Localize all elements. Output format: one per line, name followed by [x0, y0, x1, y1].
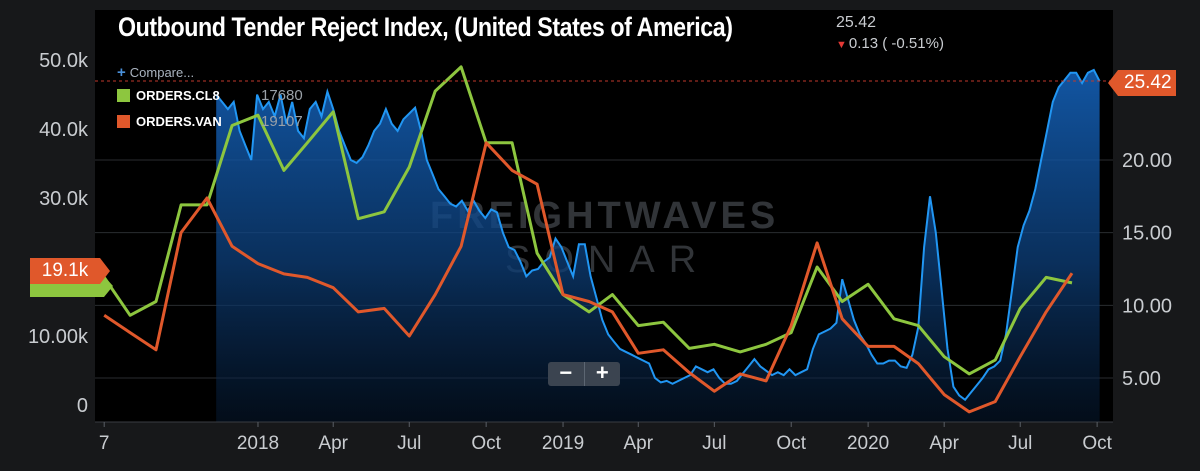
- zoom-separator: [583, 362, 585, 386]
- orders-van-line: [103, 141, 1074, 414]
- orders-cl8-line: [102, 65, 1073, 376]
- x-tick-label: Oct: [471, 433, 501, 454]
- tender-reject-area-fill: [216, 69, 1100, 423]
- x-tick-label: 2020: [847, 433, 889, 454]
- tender-reject-area: [215, 68, 1101, 423]
- plus-icon: +: [117, 64, 126, 81]
- change-readout: ▼ 0.13 ( -0.51%): [836, 35, 944, 52]
- zoom-in-button[interactable]: +: [595, 360, 609, 385]
- x-tick-label: Oct: [776, 433, 806, 454]
- change-text: 0.13 ( -0.51%): [848, 35, 944, 52]
- x-tick-label: Jul: [702, 433, 726, 454]
- zoom-controls: − +: [548, 362, 620, 386]
- triangle-down-icon: ▼: [836, 39, 847, 51]
- left-tick-label: 40.0k: [39, 119, 89, 141]
- right-tick-label: 20.00: [1122, 150, 1172, 172]
- x-axis-ticks: 7 2018 Apr Jul Oct 2019 Apr Jul Oct 2020 Apr Jul Oct: [95, 421, 1113, 454]
- x-tick-label: Jul: [397, 433, 421, 454]
- x-tick-label: 2019: [542, 433, 584, 454]
- left-value-tag: 19.1k: [30, 258, 110, 284]
- legend-item-van[interactable]: ORDERS.VAN 19107: [117, 111, 303, 132]
- x-tick-label: Jul: [1008, 433, 1032, 454]
- legend-swatch-van: [117, 115, 130, 128]
- x-tick-label: 2018: [237, 433, 279, 454]
- right-tick-label: 10.00: [1122, 295, 1172, 317]
- legend-item-cl8[interactable]: ORDERS.CL8 17680: [117, 85, 303, 106]
- right-value-tag: 25.42: [1108, 70, 1176, 96]
- compare-button[interactable]: + Compare...: [117, 64, 303, 81]
- x-tick-label: Oct: [1082, 433, 1112, 454]
- right-tick-label: 5.00: [1122, 368, 1161, 390]
- compare-label: Compare...: [129, 65, 195, 80]
- x-tick-label: Apr: [623, 433, 653, 454]
- legend-swatch-cl8: [117, 89, 130, 102]
- right-tick-label: 15.00: [1122, 223, 1172, 245]
- legend-name-cl8: ORDERS.CL8: [136, 88, 220, 103]
- left-tick-label: 50.0k: [39, 50, 89, 72]
- legend-value-van: 19107: [261, 113, 303, 130]
- chart-title: Outbound Tender Reject Index, (United St…: [118, 12, 733, 42]
- left-tick-label: 0: [77, 395, 88, 417]
- legend-name-van: ORDERS.VAN: [136, 114, 222, 129]
- legend: + Compare... ORDERS.CL8 17680 ORDERS.VAN …: [117, 64, 303, 137]
- zoom-out-button[interactable]: −: [559, 360, 573, 385]
- x-tick-label: 7: [99, 433, 110, 454]
- series-lines: [102, 65, 1074, 414]
- tender-reject-line: [215, 68, 1101, 402]
- right-axis-ticks: 5.00 10.00 15.00 20.00: [1122, 150, 1172, 390]
- legend-value-cl8: 17680: [261, 87, 303, 104]
- last-value: 25.42: [836, 14, 877, 31]
- x-tick-label: Apr: [318, 433, 348, 454]
- left-tick-label: 30.0k: [39, 188, 89, 210]
- left-tick-label: 10.00k: [28, 326, 89, 348]
- x-tick-label: Apr: [929, 433, 959, 454]
